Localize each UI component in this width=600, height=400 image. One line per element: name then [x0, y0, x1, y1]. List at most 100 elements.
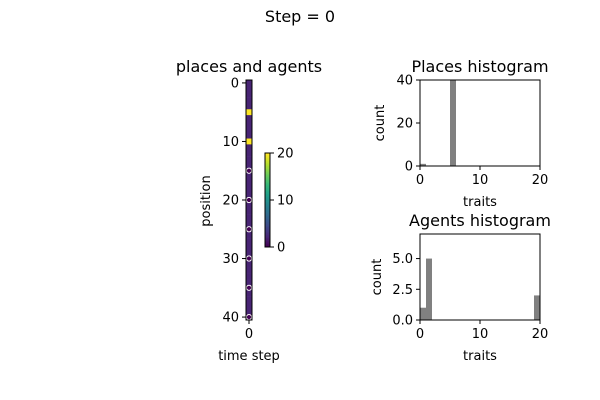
- heatmap-cell: [246, 185, 252, 192]
- heatmap-cell: [246, 191, 252, 198]
- places-histogram-y-tick-label: 0: [405, 160, 413, 175]
- heatmap-cell: [246, 115, 252, 122]
- colorbar-segment: [265, 198, 270, 201]
- colorbar-segment: [265, 192, 270, 195]
- heatmap-ylabel: position: [199, 175, 214, 227]
- colorbar-segment: [265, 223, 270, 226]
- colorbar-segment: [265, 210, 270, 213]
- colorbar-segment: [265, 229, 270, 232]
- colorbar-segment: [265, 165, 270, 168]
- agents-histogram-ylabel: count: [370, 259, 385, 296]
- heatmap-xlabel: time step: [218, 349, 280, 364]
- colorbar-segment: [265, 245, 270, 248]
- colorbar-segment: [265, 236, 270, 238]
- colorbar-segment: [265, 237, 270, 240]
- heatmap-cell: [246, 308, 252, 315]
- colorbar-segment: [265, 231, 270, 234]
- colorbar-segment: [265, 174, 270, 177]
- heatmap-axes: 0 10 20 30 40 0: [222, 76, 253, 342]
- colorbar-segment: [265, 176, 270, 179]
- places-histogram-x-tick-label: 10: [472, 173, 489, 188]
- colorbar-segment: [265, 167, 270, 170]
- heatmap-cell: [246, 249, 252, 256]
- heatmap-y-tick-label: 10: [222, 135, 239, 150]
- places-histogram-ylabel: count: [373, 105, 388, 142]
- heatmap-cell: [246, 150, 252, 157]
- colorbar-segment: [265, 185, 270, 188]
- colorbar-segment: [265, 193, 270, 196]
- colorbar-segment: [265, 206, 270, 209]
- colorbar-segment: [265, 153, 270, 155]
- agents-histogram-bar: [534, 295, 540, 320]
- colorbar-segment: [265, 168, 270, 171]
- colorbar-segment: [265, 178, 270, 181]
- colorbar-segment: [265, 195, 270, 198]
- colorbar-segment: [265, 203, 270, 206]
- agents-histogram-title: Agents histogram: [409, 211, 551, 230]
- colorbar-segment: [265, 209, 270, 212]
- colorbar-segment: [265, 226, 270, 229]
- colorbar-segment: [265, 215, 270, 218]
- agents-histogram-xlabel: traits: [463, 349, 497, 364]
- colorbar-segment: [265, 220, 270, 223]
- heatmap-cell: [246, 261, 252, 268]
- heatmap-cell: [246, 202, 252, 210]
- places-histogram-frame: [419, 79, 541, 167]
- heatmap-x-tick-label: 0: [245, 327, 253, 342]
- heatmap-cell: [246, 273, 252, 280]
- heatmap-cell: [246, 85, 252, 93]
- colorbar-segment: [265, 200, 270, 202]
- colorbar-segment: [265, 228, 270, 231]
- colorbar-segment: [265, 187, 270, 190]
- agents-histogram-y-tick-label: 5.0: [392, 252, 413, 267]
- colorbar-segment: [265, 170, 270, 173]
- heatmap-cell: [246, 132, 252, 139]
- colorbar-segment: [265, 212, 270, 215]
- colorbar-segment: [265, 181, 270, 184]
- heatmap-cell: [246, 138, 252, 145]
- agent-marker: [245, 313, 253, 321]
- heatmap-y-tick-label: 20: [222, 194, 239, 209]
- figure-suptitle: Step = 0: [265, 7, 335, 26]
- heatmap-cell: [246, 109, 252, 116]
- agents-histogram-panel: Agents histogram 0 10 20 0.0 2.5 5.0 traits c…: [370, 211, 551, 364]
- heatmap-cell: [246, 80, 252, 87]
- agents-histogram-frame: [419, 233, 541, 321]
- colorbar-segment: [265, 179, 270, 182]
- colorbar-tick-label: 10: [277, 194, 294, 209]
- colorbar-segment: [265, 221, 270, 224]
- colorbar-segment: [265, 154, 270, 157]
- colorbar-segment: [265, 171, 270, 174]
- places-histogram-panel: Places histogram 0 10 20 0 20 40 traits count: [373, 57, 549, 210]
- places-histogram-axes: 0 10 20 0 20 40: [396, 74, 548, 189]
- heatmap-cell: [246, 208, 252, 215]
- agent-marker: [245, 255, 253, 262]
- heatmap-cell: [246, 243, 252, 251]
- places-histogram-bar: [450, 80, 456, 166]
- heatmap-cell: [246, 279, 252, 286]
- colorbar-segment: [265, 184, 270, 187]
- heatmap-y-tick-label: 30: [222, 252, 239, 267]
- places-histogram-y-tick-label: 40: [396, 74, 413, 89]
- heatmap-cell: [246, 214, 252, 221]
- heatmap-cell: [246, 173, 252, 180]
- heatmap-cell: [246, 290, 252, 297]
- heatmap-cell: [246, 156, 252, 163]
- heatmap-cell: [246, 97, 252, 104]
- heatmap-cell: [246, 296, 252, 303]
- colorbar-segment: [265, 173, 270, 176]
- colorbar-segment: [265, 217, 270, 220]
- agents-histogram-y-tick-label: 2.5: [392, 283, 413, 298]
- colorbar-segment: [265, 159, 270, 162]
- agent-marker: [245, 167, 253, 174]
- heatmap-cell: [246, 120, 252, 128]
- places-histogram-y-tick-label: 20: [396, 117, 413, 132]
- colorbar-segment: [265, 214, 270, 217]
- colorbar-segment: [265, 232, 270, 235]
- colorbar-segment: [265, 225, 270, 228]
- colorbar-segment: [265, 207, 270, 210]
- heatmap-cell: [246, 179, 252, 186]
- colorbar-segment: [265, 240, 270, 243]
- colorbar-segment: [265, 162, 270, 165]
